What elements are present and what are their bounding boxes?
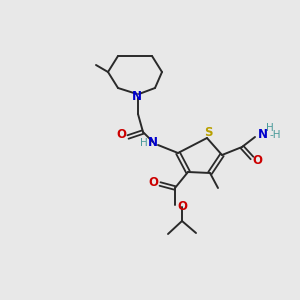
- Text: S: S: [204, 127, 212, 140]
- Text: O: O: [148, 176, 158, 188]
- Text: -H: -H: [269, 130, 281, 140]
- Text: N: N: [132, 89, 142, 103]
- Text: O: O: [177, 200, 187, 212]
- Text: H: H: [266, 123, 274, 133]
- Text: N: N: [148, 136, 158, 149]
- Text: H: H: [140, 138, 148, 148]
- Text: N: N: [258, 128, 268, 140]
- Text: O: O: [116, 128, 126, 142]
- Text: O: O: [252, 154, 262, 166]
